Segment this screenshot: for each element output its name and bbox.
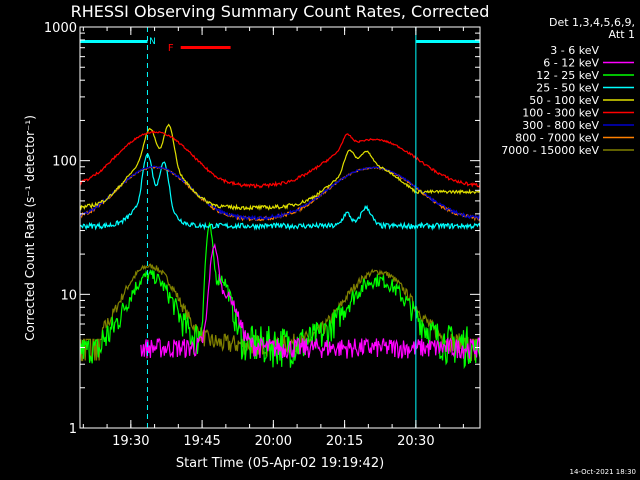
x-tick-label: 20:30 xyxy=(397,434,434,449)
chart-title: RHESSI Observing Summary Count Rates, Co… xyxy=(71,2,490,21)
night-label: N xyxy=(149,37,156,47)
plot-area xyxy=(80,123,480,426)
legend-header-line-1: Det 1,3,4,5,6,9, xyxy=(549,16,635,29)
x-tick-label: 20:00 xyxy=(255,434,292,449)
attenuator-band xyxy=(415,40,480,43)
x-tick-label: 19:45 xyxy=(183,434,220,449)
timestamp: 14-Oct-2021 18:30 xyxy=(570,468,636,476)
y-axis-label: Corrected Count Rate (s⁻¹ detector⁻¹) xyxy=(23,115,37,341)
series-line-6-12kev xyxy=(140,242,480,360)
flare-label: F xyxy=(168,43,174,54)
legend-entry-label: 3 - 6 keV xyxy=(550,44,599,57)
y-tick-label: 1 xyxy=(69,422,77,437)
legend-header-line-2: Att 1 xyxy=(609,28,635,41)
legend-entry-label: 25 - 50 keV xyxy=(536,82,599,95)
y-tick-label: 100 xyxy=(52,155,77,170)
series-line-100-300kev xyxy=(80,130,480,189)
y-tick-label: 10 xyxy=(60,288,77,303)
x-tick-label: 19:30 xyxy=(112,434,149,449)
flare-band xyxy=(180,46,231,49)
y-tick-label: 1000 xyxy=(44,21,77,36)
legend-entry-label: 7000 - 15000 keV xyxy=(501,144,599,157)
plot-frame xyxy=(79,26,481,429)
series-line-3-6kev xyxy=(135,368,373,426)
series-line-12-25kev xyxy=(80,221,480,370)
series-line-25-50kev xyxy=(80,152,480,231)
legend-entry-label: 50 - 100 keV xyxy=(529,94,599,107)
axes: N F 19:30 19:45 20:00 20:15 20:30 1 10 100 1000 xyxy=(44,21,481,449)
x-tick-label: 20:15 xyxy=(326,434,363,449)
legend-entry-label: 6 - 12 keV xyxy=(543,57,599,70)
attenuator-band xyxy=(80,40,148,43)
legend-entry-label: 100 - 300 keV xyxy=(522,107,599,120)
legend-entry-label: 800 - 7000 keV xyxy=(515,132,599,145)
legend-entry-label: 300 - 800 keV xyxy=(522,119,599,132)
legend-entry-label: 12 - 25 keV xyxy=(536,69,599,82)
x-axis-label: Start Time (05-Apr-02 19:19:42) xyxy=(176,456,384,471)
series-line-300-800kev xyxy=(80,165,480,221)
